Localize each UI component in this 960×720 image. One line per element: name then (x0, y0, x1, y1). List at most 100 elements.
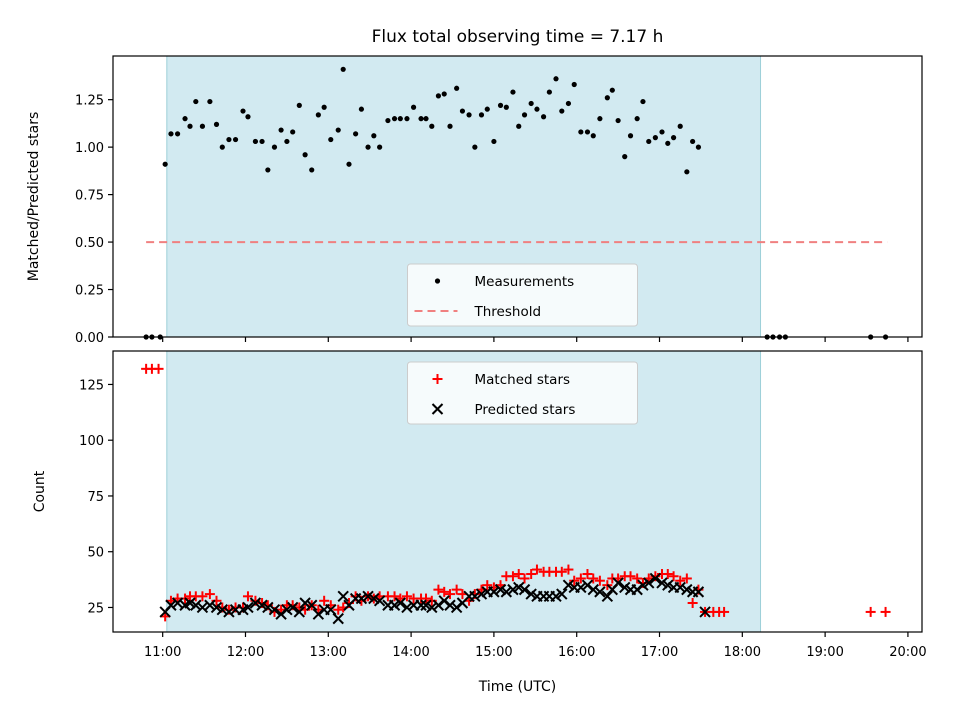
data-point-b (355, 592, 368, 605)
data-point (365, 144, 371, 150)
data-point (223, 606, 235, 618)
y-tick-label: 0.75 (75, 189, 104, 204)
data-point-b (299, 597, 311, 609)
data-point (268, 603, 281, 616)
data-point (397, 116, 403, 122)
data-point (371, 133, 377, 139)
data-point-b (494, 583, 507, 596)
data-point-b (286, 601, 299, 614)
data-point (290, 129, 296, 135)
data-point (674, 581, 686, 594)
data-point-b (681, 583, 693, 596)
x-tick-label: 12:00 (227, 645, 264, 660)
data-point (649, 572, 662, 585)
bottom-panel: 25 50 75 100 125 11:00 12:00 13:00 14:00 15:00 16:… (32, 350, 927, 695)
y-tick-label: 1.25 (75, 94, 104, 109)
data-point (665, 140, 671, 146)
data-point (259, 138, 265, 145)
data-point (556, 566, 567, 577)
x-tick-label: 19:00 (806, 645, 843, 660)
data-point (335, 127, 341, 133)
axes-frame (112, 350, 923, 633)
legend: Matched stars Predicted stars (407, 361, 638, 425)
data-point (584, 129, 591, 135)
data-point (528, 100, 534, 107)
data-point-b (587, 583, 599, 596)
data-point (582, 569, 593, 580)
data-point-b (216, 603, 229, 616)
x-tick-label: 17:00 (641, 645, 678, 660)
data-point (296, 102, 302, 108)
y-tick-label: 0.25 (75, 284, 104, 299)
legend-box (407, 263, 638, 327)
data-point (168, 131, 174, 137)
data-point (590, 133, 596, 139)
data-point-b (165, 599, 177, 611)
data-point (226, 136, 232, 143)
x-tick-label: 20:00 (889, 645, 926, 660)
data-point (519, 573, 530, 584)
data-point (640, 98, 646, 105)
data-point (153, 363, 164, 374)
data-point (265, 167, 271, 173)
data-point (472, 144, 478, 150)
data-point (668, 571, 679, 582)
legend-label: Predicted stars (475, 402, 576, 418)
legend: Measurements Threshold (407, 263, 638, 327)
legend-swatch (434, 278, 441, 284)
data-point (575, 573, 586, 584)
data-point (571, 81, 577, 88)
data-point (690, 138, 696, 145)
legend-swatch-b (431, 403, 444, 415)
data-point (627, 133, 634, 139)
data-point-b (362, 590, 374, 603)
data-point (421, 593, 432, 604)
data-point-b (420, 599, 432, 611)
x-tick-label: 16:00 (558, 645, 595, 660)
data-point (182, 116, 188, 122)
data-point (587, 583, 599, 596)
data-point (433, 584, 444, 595)
data-point-b (190, 599, 202, 611)
data-point (262, 601, 274, 614)
data-point-b (293, 606, 306, 618)
data-point (880, 606, 891, 617)
data-point (601, 590, 614, 603)
data-point (444, 599, 456, 611)
data-point (451, 584, 462, 595)
data-point (293, 606, 306, 618)
data-point-b (581, 579, 594, 591)
data-point (309, 167, 315, 173)
data-point (340, 66, 346, 72)
data-point-b (699, 606, 711, 618)
data-point (459, 108, 466, 114)
data-point (719, 606, 730, 617)
data-point (625, 571, 636, 582)
legend-box (407, 361, 638, 425)
data-point-b (643, 577, 655, 589)
data-point (271, 144, 278, 150)
data-point-b (444, 599, 456, 611)
data-point (249, 597, 262, 609)
data-point (575, 581, 587, 594)
data-point-b (649, 572, 662, 585)
data-point (439, 586, 450, 597)
data-point-b (337, 590, 349, 603)
data-point (491, 138, 497, 145)
data-point (213, 121, 220, 127)
y-axis-label: Count (32, 470, 48, 512)
data-point (597, 116, 603, 122)
data-point-b (196, 601, 209, 614)
data-point (699, 606, 711, 618)
data-point (299, 597, 311, 609)
data-point (190, 599, 202, 611)
data-point (240, 108, 246, 114)
x-axis-label: Time (UTC) (478, 679, 556, 695)
data-point (410, 104, 417, 110)
data-point (332, 612, 344, 625)
data-point (358, 106, 365, 112)
data-point (306, 599, 318, 611)
data-point-b (619, 581, 631, 594)
data-point (404, 116, 410, 122)
x-tick-label: 18:00 (724, 645, 761, 660)
